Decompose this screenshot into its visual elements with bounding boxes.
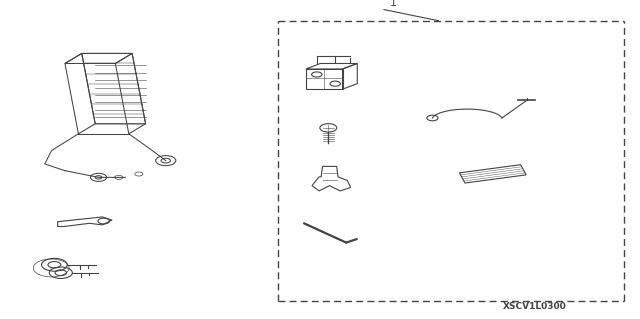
Text: 1: 1: [390, 0, 397, 8]
Text: XSCV1L0300: XSCV1L0300: [502, 302, 566, 311]
